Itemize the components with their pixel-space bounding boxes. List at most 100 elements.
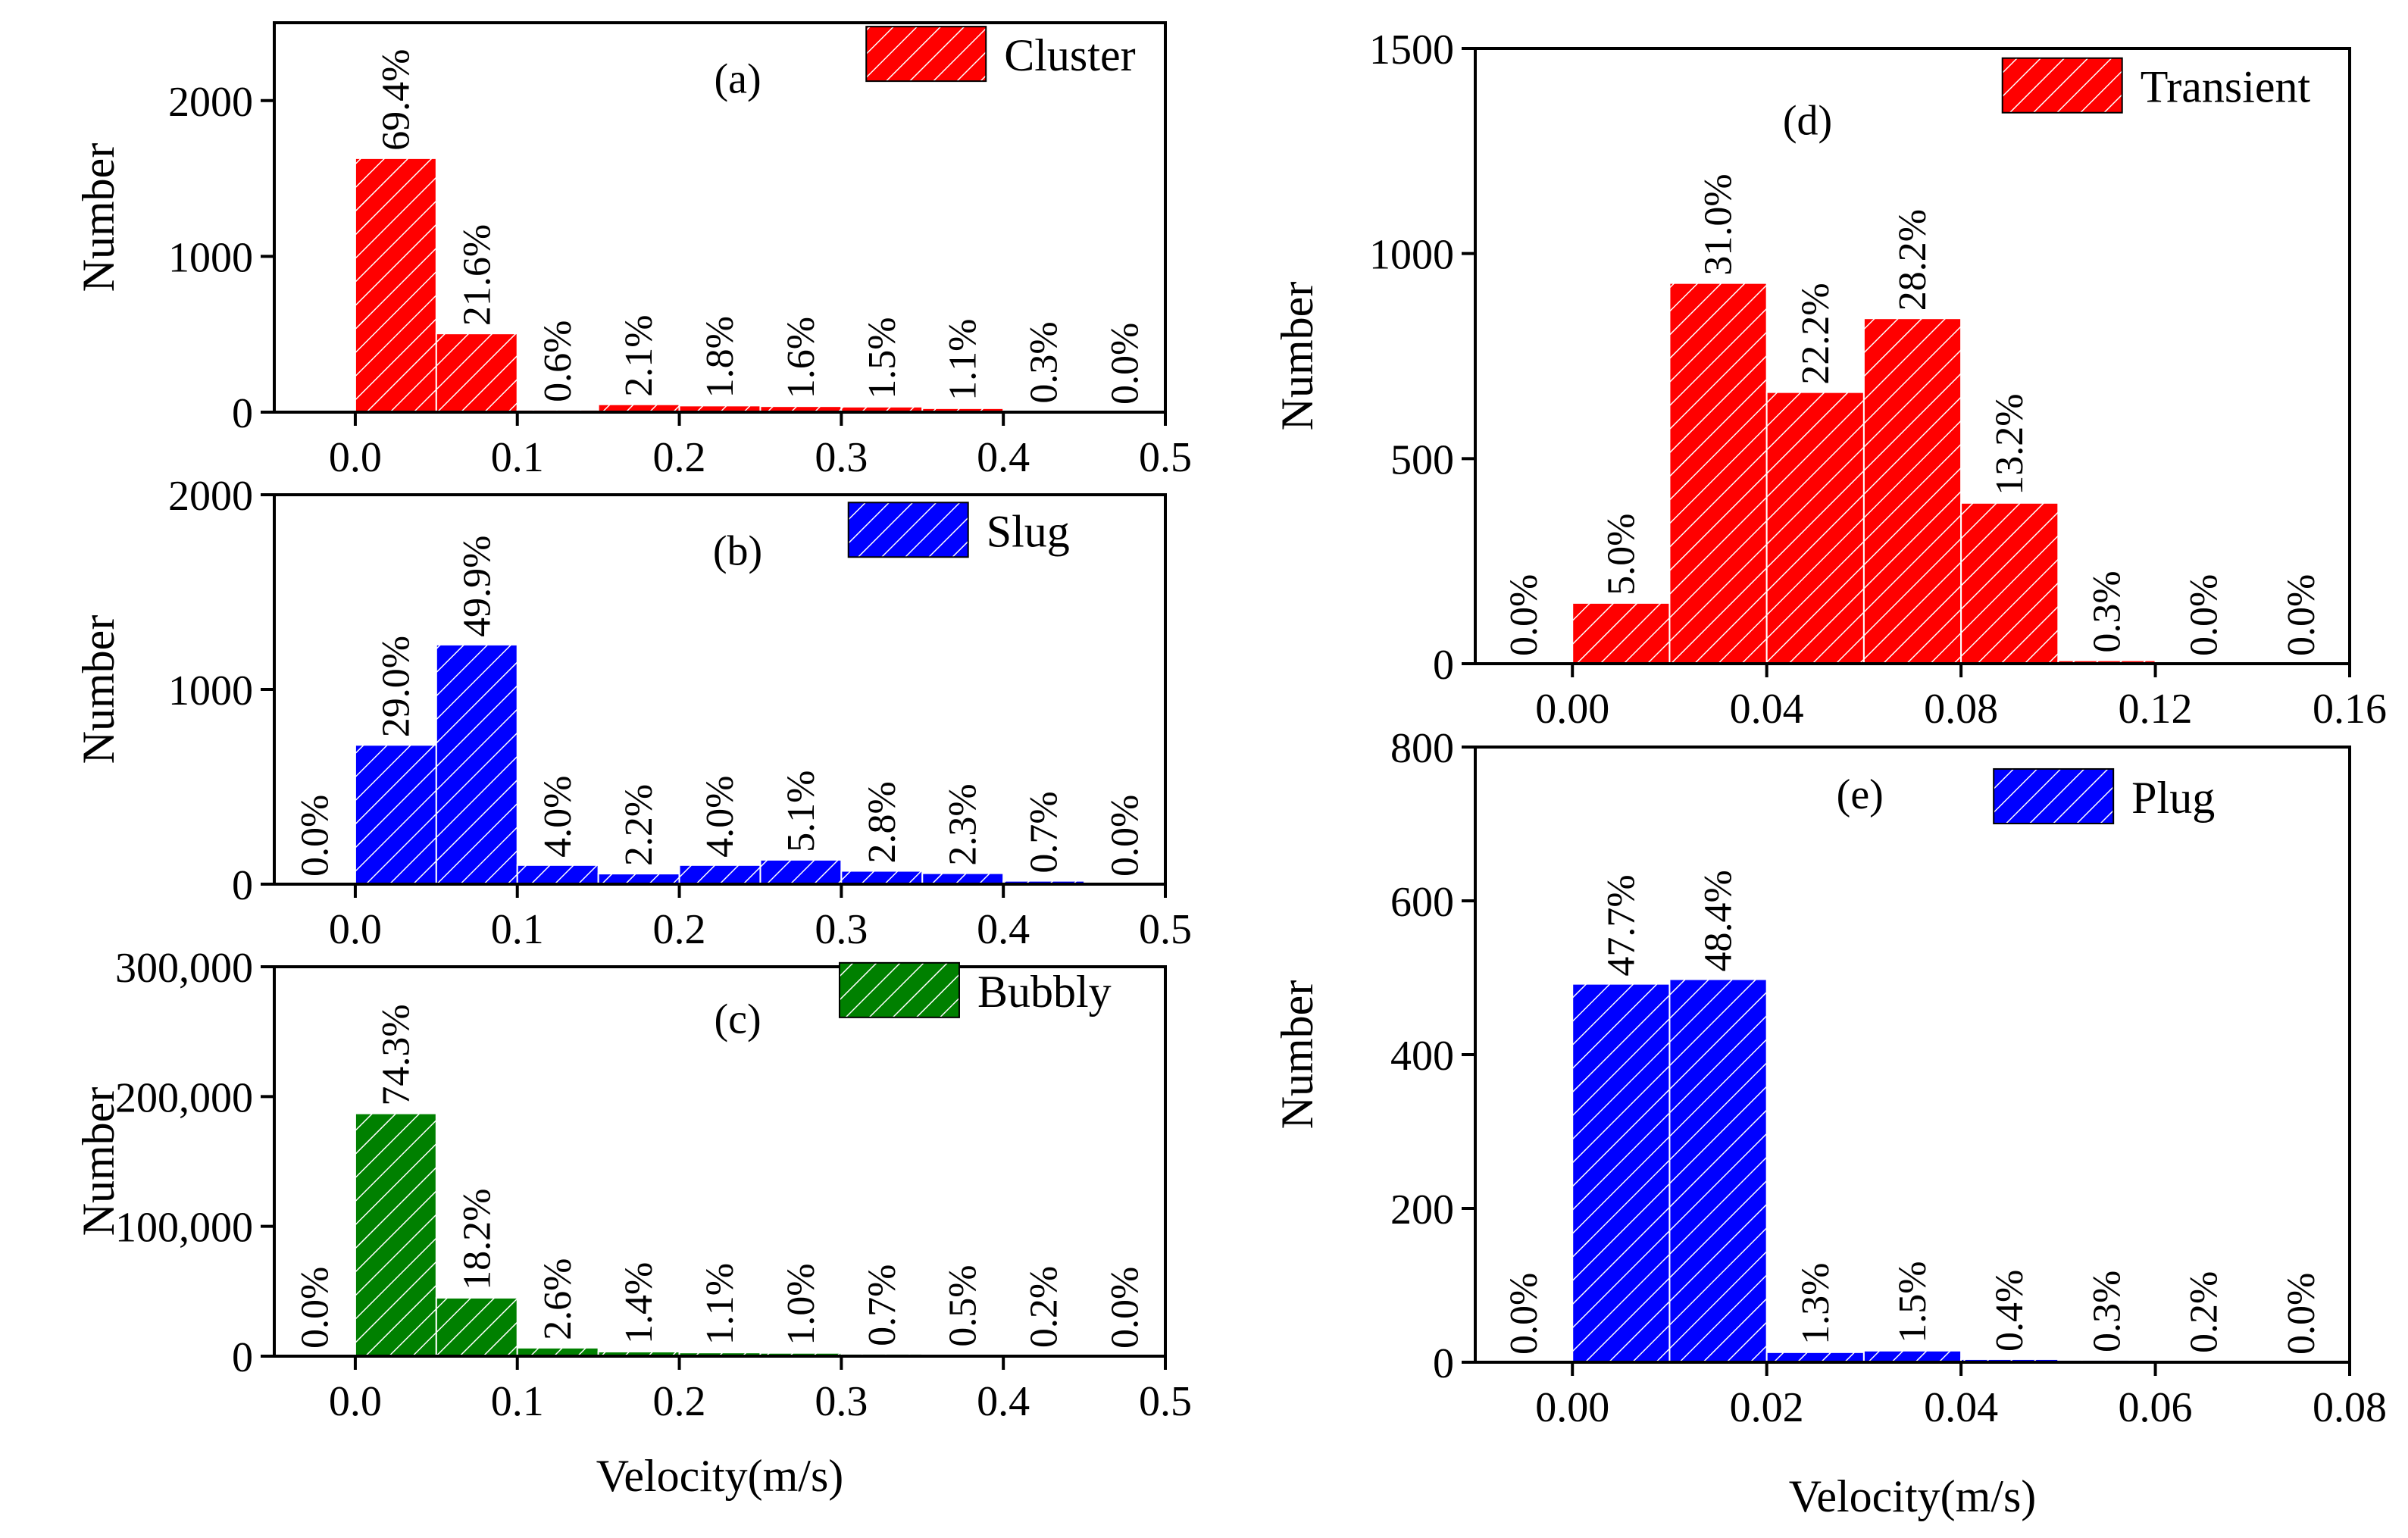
panel-label: (a) — [714, 56, 761, 103]
bar-percent-label: 1.5% — [1891, 1261, 1934, 1343]
histogram-bar — [354, 744, 437, 885]
x-tick-label: 0.5 — [1139, 1378, 1192, 1425]
bar-percent-label: 0.2% — [2183, 1271, 2226, 1353]
bar-percent-label: 0.7% — [1023, 791, 1066, 873]
x-tick-label: 0.4 — [977, 434, 1030, 481]
bar-percent-label: 0.0% — [1104, 1267, 1147, 1349]
legend-swatch — [847, 502, 969, 558]
plot-frame — [273, 21, 1167, 414]
x-tick-label: 0.3 — [815, 1378, 868, 1425]
legend-swatch — [865, 26, 987, 83]
bar-percent-label: 0.4% — [1988, 1270, 2031, 1352]
histogram-bar — [354, 1112, 437, 1358]
bar-percent-label: 2.3% — [942, 783, 985, 865]
bar-percent-label: 4.0% — [536, 775, 580, 857]
x-tick-label: 0.2 — [653, 906, 706, 953]
y-tick-label: 0 — [1433, 1340, 1454, 1387]
histogram-bar — [1862, 317, 1962, 664]
y-axis-title: Number — [73, 143, 124, 292]
bar-percent-label: 1.1% — [699, 1263, 742, 1345]
bar-percent-label: 0.0% — [2280, 574, 2323, 656]
panel-label: (e) — [1837, 771, 1884, 818]
bar-percent-label: 0.3% — [1023, 321, 1066, 403]
bar-percent-label: 29.0% — [374, 636, 417, 737]
panel-e-plug: (e) Plug Number Velocity(m/s) 0.0% 47.7% 4… — [1272, 725, 2387, 1521]
x-tick-label: 0.12 — [2119, 686, 2193, 733]
bar-percent-label: 0.6% — [536, 320, 580, 402]
panel-b-slug: (b) Slug Number 0.0% 29.0% 49.9% 4.0% 2.2% 4.… — [73, 473, 1192, 953]
y-tick-label: 200,000 — [115, 1074, 253, 1121]
x-tick-label: 0.5 — [1139, 434, 1192, 481]
legend-swatch — [838, 961, 960, 1018]
x-tick-label: 0.02 — [1730, 1384, 1804, 1431]
bar-percent-label: 2.2% — [618, 784, 661, 866]
histogram-bar — [759, 858, 843, 885]
x-tick-label: 0.2 — [653, 1378, 706, 1425]
histogram-bar — [1668, 978, 1768, 1364]
bar-percent-label: 5.1% — [780, 771, 823, 852]
bar-percent-label: 1.3% — [1794, 1262, 1837, 1344]
bar-percent-label: 0.3% — [2085, 570, 2128, 652]
bar-percent-label: 74.3% — [374, 1004, 417, 1105]
histogram-bar — [678, 864, 761, 885]
y-tick-label: 1000 — [1369, 232, 1454, 279]
bar-percent-label: 2.6% — [536, 1258, 580, 1340]
x-tick-label: 0.0 — [329, 434, 382, 481]
bar-percent-label: 0.0% — [2280, 1273, 2323, 1355]
bar-percent-label: 4.0% — [699, 775, 742, 857]
bar-percent-label: 69.4% — [374, 49, 417, 151]
histogram-bar — [1668, 282, 1768, 664]
bar-percent-label: 22.2% — [1794, 283, 1837, 384]
y-axis-title: Number — [73, 615, 124, 764]
x-tick-label: 0.3 — [815, 906, 868, 953]
bar-percent-label: 5.0% — [1600, 514, 1643, 596]
y-tick-label: 2000 — [168, 79, 253, 126]
bar-percent-label: 18.2% — [455, 1189, 499, 1290]
bar-percent-label: 0.2% — [1023, 1266, 1066, 1348]
plot-frame — [273, 965, 1167, 1358]
histogram-bar — [1571, 983, 1671, 1363]
bar-percent-label: 0.0% — [1503, 1273, 1546, 1355]
legend-label: Transient — [2141, 62, 2311, 112]
x-tick-label: 0.1 — [491, 1378, 544, 1425]
y-tick-label: 1000 — [168, 234, 253, 281]
x-axis-title: Velocity(m/s) — [1789, 1471, 2037, 1521]
bar-percent-label: 28.2% — [1891, 209, 1934, 311]
x-tick-label: 0.4 — [977, 906, 1030, 953]
bar-percent-label: 13.2% — [1988, 393, 2031, 495]
panel-label: (d) — [1783, 98, 1832, 145]
bar-percent-label: 1.0% — [780, 1263, 823, 1345]
bar-percent-label: 1.8% — [699, 316, 742, 398]
x-tick-label: 0.08 — [1924, 686, 1998, 733]
histogram-bar — [597, 873, 680, 885]
bar-percent-label: 0.3% — [2085, 1271, 2128, 1352]
bar-percent-label: 0.0% — [293, 795, 336, 877]
y-tick-label: 1000 — [168, 667, 253, 714]
bar-percent-label: 0.5% — [942, 1264, 985, 1346]
bar-percent-label: 1.4% — [618, 1262, 661, 1344]
bar-percent-label: 2.1% — [618, 314, 661, 396]
bar-percent-label: 0.0% — [1104, 795, 1147, 877]
x-tick-label: 0.3 — [815, 434, 868, 481]
x-axis-title: Velocity(m/s) — [596, 1451, 844, 1501]
x-tick-label: 0.06 — [2119, 1384, 2193, 1431]
legend-label: Bubbly — [977, 967, 1112, 1017]
panel-a-cluster: (a) Cluster Number 69.4% 21.6% 0.6% 2.1% 1.8… — [73, 21, 1192, 481]
y-tick-label: 800 — [1390, 725, 1454, 772]
y-tick-label: 300,000 — [115, 945, 253, 992]
y-tick-label: 100,000 — [115, 1205, 253, 1252]
y-tick-label: 200 — [1390, 1186, 1454, 1233]
bar-percent-label: 0.0% — [1503, 574, 1546, 656]
x-tick-label: 0.04 — [1924, 1384, 1998, 1431]
x-tick-label: 0.4 — [977, 1378, 1030, 1425]
y-tick-label: 1500 — [1369, 27, 1454, 73]
y-axis-title: Number — [1272, 282, 1322, 431]
histogram-bar — [1571, 602, 1671, 665]
y-axis-title: Number — [73, 1087, 124, 1236]
histogram-bar — [1765, 391, 1865, 664]
bar-percent-label: 21.6% — [455, 224, 499, 326]
histogram-bar — [921, 872, 1005, 886]
x-tick-label: 0.0 — [329, 906, 382, 953]
bar-percent-label: 0.0% — [2183, 574, 2226, 656]
